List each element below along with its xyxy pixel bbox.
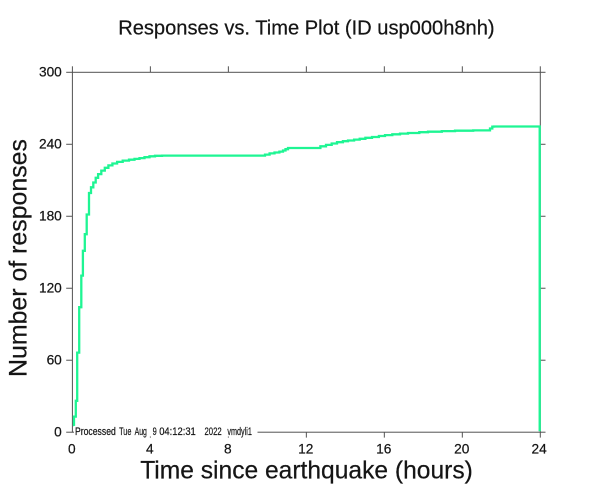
svg-text:2022: 2022 (205, 426, 222, 438)
svg-text:24: 24 (531, 441, 547, 456)
svg-text:Responses vs. Time Plot (ID us: Responses vs. Time Plot (ID usp000h8nh) (118, 18, 494, 40)
svg-text:240: 240 (39, 137, 62, 152)
svg-text:60: 60 (47, 353, 63, 368)
svg-text:300: 300 (39, 65, 62, 80)
svg-text:Tue: Tue (119, 426, 131, 438)
svg-text:180: 180 (39, 209, 62, 224)
svg-text:0: 0 (68, 441, 76, 456)
svg-text:16: 16 (376, 441, 392, 456)
svg-text:20: 20 (454, 441, 470, 456)
svg-text:Number of responses: Number of responses (5, 139, 33, 377)
svg-text:0: 0 (54, 425, 62, 440)
svg-text:9: 9 (153, 426, 157, 438)
svg-text:Aug: Aug (135, 426, 147, 438)
svg-text:04:12:31: 04:12:31 (159, 426, 196, 438)
svg-text:120: 120 (39, 281, 62, 296)
svg-text:12: 12 (298, 441, 313, 456)
svg-text:Processed: Processed (75, 426, 116, 438)
svg-text:8: 8 (224, 441, 232, 456)
svg-text:4: 4 (146, 441, 154, 456)
svg-text:vmdyli1: vmdyli1 (227, 426, 252, 438)
svg-text:Time since earthquake (hours): Time since earthquake (hours) (140, 458, 473, 485)
